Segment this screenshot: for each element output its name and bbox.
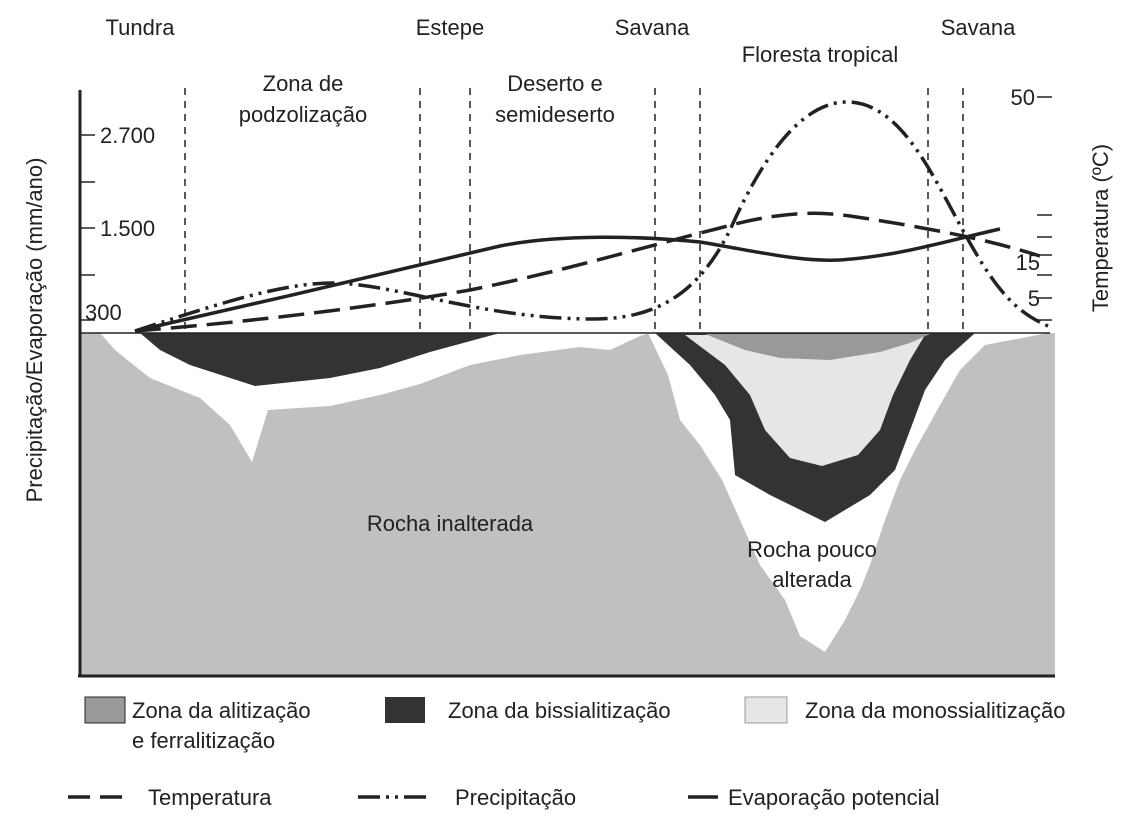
bissialitization-left — [140, 333, 500, 386]
biome-label: Savana — [615, 15, 690, 40]
legend-swatch — [744, 696, 788, 724]
evaporation-curve — [134, 227, 1001, 333]
biome-label: Tundra — [106, 15, 176, 40]
right-tick-label: 50 — [1011, 85, 1035, 110]
right-tick-label: 15 — [1016, 250, 1040, 275]
legend-swatch — [84, 696, 126, 724]
right-axis-title: Temperatura (ºC) — [1088, 144, 1113, 312]
alitization — [705, 334, 930, 360]
rock-label: alterada — [772, 567, 852, 592]
left-ticks — [80, 134, 95, 321]
legend-label: Zona da alitização — [132, 698, 311, 723]
zone-label: podzolização — [239, 102, 367, 127]
left-tick-label: 300 — [85, 300, 122, 325]
left-axis-title: Precipitação/Evaporação (mm/ano) — [22, 158, 47, 503]
right-ticks — [1037, 96, 1052, 321]
legend-label: Zona da monossialitização — [805, 698, 1065, 723]
biome-label: Floresta tropical — [742, 42, 899, 67]
zone-label: Zona de — [263, 71, 344, 96]
monossialitization — [685, 335, 925, 466]
biome-label: Savana — [941, 15, 1016, 40]
biome-label: Estepe — [416, 15, 485, 40]
right-tick-label: 5 — [1028, 286, 1040, 311]
legend-label: e ferralitização — [132, 728, 275, 753]
legend-label: Evaporação potencial — [728, 785, 940, 810]
rock-label: Rocha inalterada — [367, 511, 534, 536]
precipitation-curve — [134, 100, 1049, 333]
legend-label: Zona da bissialitização — [448, 698, 671, 723]
left-tick-label: 2.700 — [100, 123, 155, 148]
legend-swatch — [385, 697, 425, 723]
rock-label: Rocha pouco — [747, 537, 877, 562]
legend-label: Temperatura — [148, 785, 272, 810]
left-tick-label: 1.500 — [100, 216, 155, 241]
legend-label: Precipitação — [455, 785, 576, 810]
zone-boundaries — [184, 88, 964, 330]
zone-label: semideserto — [495, 102, 615, 127]
zone-label: Deserto e — [507, 71, 602, 96]
temperature-curve — [134, 211, 1041, 333]
